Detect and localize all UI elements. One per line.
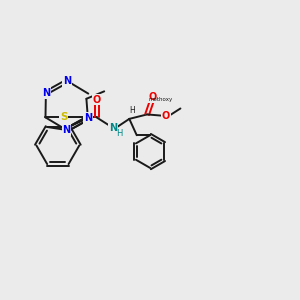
Text: N: N: [62, 125, 70, 135]
Text: N: N: [109, 123, 117, 133]
Text: O: O: [162, 111, 170, 121]
Text: methoxy: methoxy: [148, 97, 172, 102]
Text: N: N: [42, 88, 50, 98]
Text: O: O: [149, 92, 157, 102]
Text: N: N: [63, 76, 71, 86]
Text: O: O: [92, 94, 101, 105]
Text: N: N: [84, 113, 92, 123]
Text: H: H: [129, 106, 135, 115]
Text: H: H: [116, 129, 123, 138]
Text: S: S: [60, 112, 68, 122]
